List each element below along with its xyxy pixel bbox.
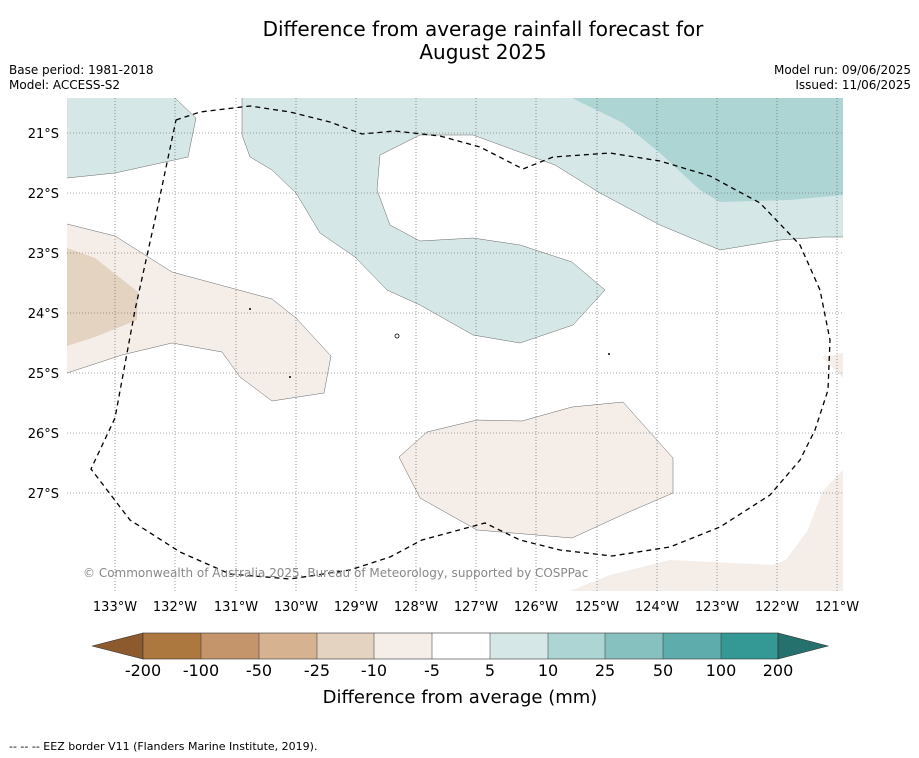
colorbar-swatch [490,633,548,659]
anomaly-region-teal-northeast [572,98,843,202]
lat-label: 23°S [28,247,59,262]
colorbar-tick: 200 [763,661,794,680]
lat-label: 27°S [28,487,59,502]
base-period: Base period: 1981-2018 [9,63,154,77]
island-marker [249,308,251,310]
title-line-2: August 2025 [419,40,547,64]
latitude-labels: 21°S 22°S 23°S 24°S 25°S 26°S 27°S [28,127,59,502]
colorbar-tick: 5 [485,661,495,680]
model-run-date: Model run: 09/06/2025 [773,63,911,77]
model-info: Base period: 1981-2018 Model: ACCESS-S2 [9,63,154,93]
title-line-1: Difference from average rainfall forecas… [262,17,704,41]
colorbar-swatch [259,633,317,659]
colorbar-swatch [374,633,432,659]
colorbar-swatch [317,633,374,659]
colorbar-tick: -200 [125,661,161,680]
colorbar-label: Difference from average (mm) [323,687,598,708]
map-title: Difference from average rainfall forecas… [0,18,919,64]
colorbar-tick: -100 [183,661,219,680]
colorbar-tick: -10 [361,661,387,680]
colorbar-swatch [663,633,721,659]
copyright-notice: © Commonwealth of Australia 2025, Bureau… [83,566,588,580]
anomaly-region-brown-west [67,224,331,401]
lon-label: 130°W [274,600,318,615]
colorbar-swatch [721,633,778,659]
colorbar-tick: -5 [424,661,440,680]
colorbar-tick: 10 [538,661,558,680]
lat-label: 26°S [28,427,59,442]
lat-label: 25°S [28,367,59,382]
lon-label: 129°W [334,600,378,615]
anomaly-region-brown-west-core [67,248,138,346]
lon-label: 122°W [755,600,799,615]
lon-label: 121°W [815,600,859,615]
colorbar-swatch [201,633,259,659]
colorbar-min-extension [91,632,144,660]
lon-label: 125°W [575,600,619,615]
anomaly-region-brown-southeast [570,470,843,591]
colorbar-tick: 50 [653,661,673,680]
lon-label: 133°W [93,600,137,615]
contour-lines [67,98,843,539]
colorbar-tick: -50 [246,661,272,680]
graticule [67,98,843,591]
island-marker [289,376,291,378]
colorbar-swatch [432,633,490,659]
anomaly-region-teal-northwest [67,98,196,178]
rainfall-anomaly-fields [67,98,843,591]
colorbar-tick: 25 [595,661,615,680]
eez-border [90,105,831,580]
lat-label: 24°S [28,307,59,322]
colorbar-max-extension [777,632,830,660]
issued-date: Issued: 11/06/2025 [795,78,911,92]
island-marker [608,353,610,355]
model-name: Model: ACCESS-S2 [9,78,121,92]
colorbar-tick: 100 [706,661,737,680]
colorbar-swatch [548,633,605,659]
longitude-labels: 133°W 132°W 131°W 130°W 129°W 128°W 127°… [93,600,859,615]
lon-label: 132°W [153,600,197,615]
lon-label: 124°W [635,600,679,615]
lon-label: 131°W [214,600,258,615]
lon-label: 127°W [454,600,498,615]
lat-label: 22°S [28,187,59,202]
run-info: Model run: 09/06/2025 Issued: 11/06/2025 [774,63,911,93]
eez-footnote: -- -- -- EEZ border V11 (Flanders Marine… [9,740,318,753]
colorbar-swatch [605,633,663,659]
lon-label: 126°W [514,600,558,615]
lat-label: 21°S [28,127,59,142]
colorbar-tick: -25 [304,661,330,680]
lon-label: 123°W [695,600,739,615]
island-marker [394,333,400,339]
anomaly-region-brown-east [822,353,843,378]
colorbar: -200 -100 -50 -25 -10 -5 5 10 25 50 100 … [91,632,830,708]
colorbar-swatch [143,633,201,659]
lon-label: 128°W [394,600,438,615]
